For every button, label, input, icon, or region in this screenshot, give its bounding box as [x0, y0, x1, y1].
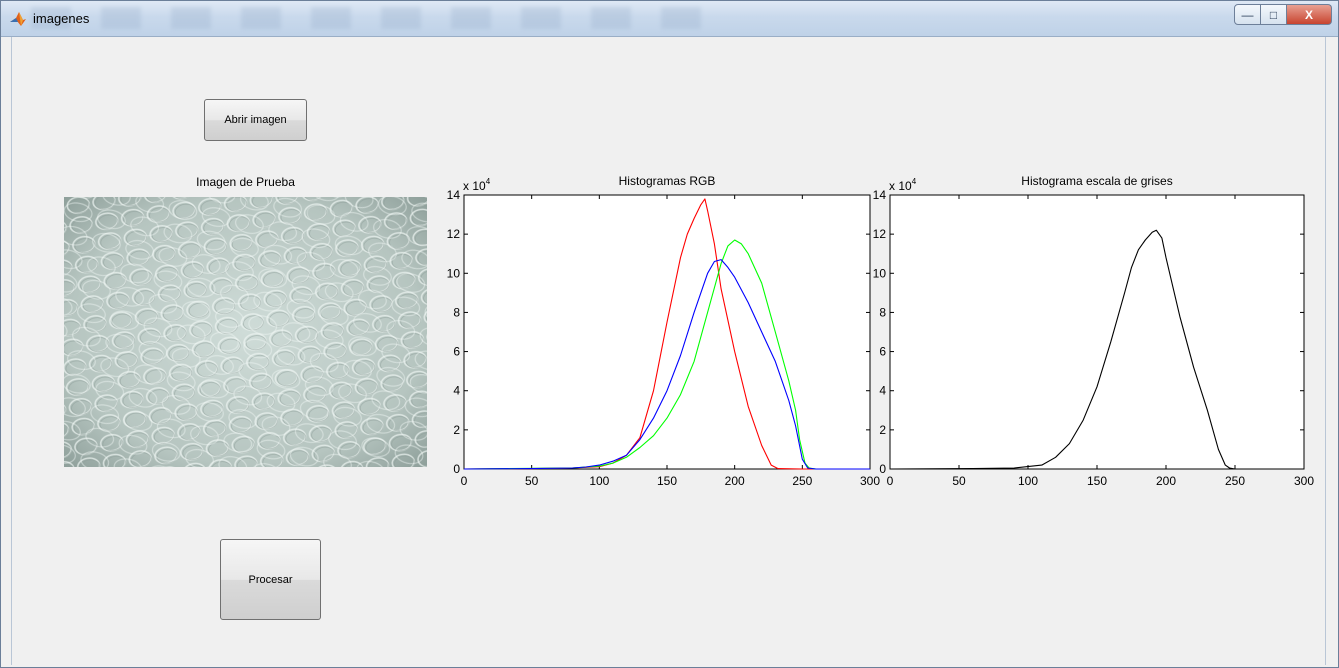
plot-area: [889, 194, 1305, 470]
x-tick-label: 250: [1225, 474, 1245, 488]
chart-title: Histograma escala de grises: [1021, 174, 1172, 188]
y-tick-label: 4: [879, 384, 886, 398]
x-tick-label: 200: [725, 474, 745, 488]
y-tick-label: 12: [447, 227, 461, 241]
title-bar[interactable]: imagenes — □ X: [1, 1, 1338, 37]
close-button[interactable]: X: [1287, 4, 1332, 25]
y-exponent-power: 4: [912, 177, 917, 186]
maximize-button[interactable]: □: [1261, 4, 1287, 25]
y-exponent-base: x 10: [889, 179, 912, 193]
window-controls: — □ X: [1234, 4, 1332, 25]
y-tick-label: 6: [453, 345, 460, 359]
x-tick-label: 50: [525, 474, 539, 488]
y-tick-label: 10: [873, 266, 887, 280]
y-exponent-label: x 104: [463, 177, 491, 193]
process-button[interactable]: Procesar: [220, 539, 321, 620]
y-tick-label: 14: [873, 188, 887, 202]
window-title: imagenes: [33, 11, 90, 26]
x-tick-label: 100: [1018, 474, 1038, 488]
chart-title: Histogramas RGB: [619, 174, 716, 188]
y-exponent-power: 4: [486, 177, 491, 186]
y-tick-label: 8: [453, 305, 460, 319]
minimize-button[interactable]: —: [1234, 4, 1261, 25]
y-tick-label: 0: [879, 462, 886, 476]
series-line-3: [463, 259, 870, 470]
x-tick-label: 300: [860, 474, 880, 488]
y-exponent-label: x 104: [889, 177, 917, 193]
plot-area: [463, 194, 871, 470]
image-panel-title: Imagen de Prueba: [196, 175, 295, 189]
matlab-icon: [10, 12, 26, 26]
x-tick-label: 0: [461, 474, 468, 488]
y-tick-label: 8: [879, 305, 886, 319]
y-tick-label: 14: [447, 188, 461, 202]
x-tick-label: 250: [792, 474, 812, 488]
x-tick-label: 0: [887, 474, 894, 488]
x-tick-label: 150: [657, 474, 677, 488]
x-tick-label: 150: [1087, 474, 1107, 488]
y-tick-label: 2: [879, 423, 886, 437]
y-tick-label: 12: [873, 227, 887, 241]
blurred-background: [31, 7, 731, 29]
texture-pattern: [64, 197, 427, 467]
series-line-2: [463, 239, 870, 470]
open-image-button[interactable]: Abrir imagen: [204, 99, 307, 141]
series-line-1: [889, 229, 1304, 470]
x-tick-label: 50: [952, 474, 966, 488]
y-tick-label: 2: [453, 423, 460, 437]
leather-texture-image: [64, 197, 427, 467]
y-tick-label: 0: [453, 462, 460, 476]
y-tick-label: 10: [447, 266, 461, 280]
y-tick-label: 6: [879, 345, 886, 359]
y-exponent-base: x 10: [463, 179, 486, 193]
x-tick-label: 300: [1294, 474, 1314, 488]
x-tick-label: 100: [589, 474, 609, 488]
y-tick-label: 4: [453, 384, 460, 398]
x-tick-label: 200: [1156, 474, 1176, 488]
